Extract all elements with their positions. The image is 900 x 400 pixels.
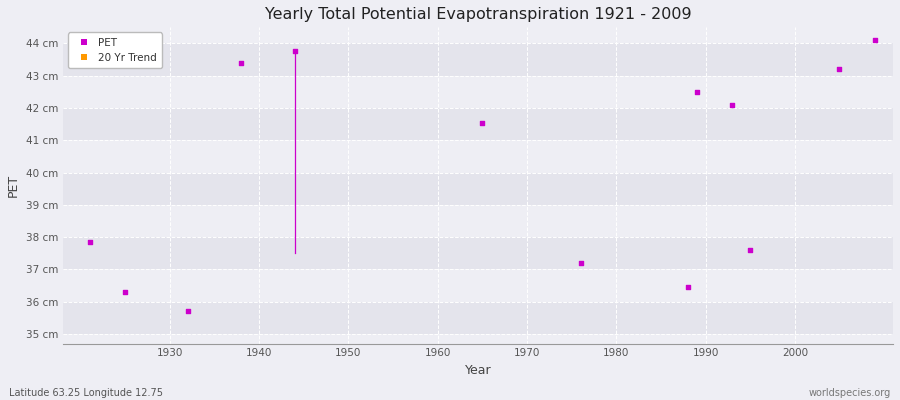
Legend: PET, 20 Yr Trend: PET, 20 Yr Trend bbox=[68, 32, 162, 68]
Text: worldspecies.org: worldspecies.org bbox=[809, 388, 891, 398]
Y-axis label: PET: PET bbox=[7, 174, 20, 197]
Point bbox=[475, 119, 490, 126]
Point bbox=[743, 247, 758, 253]
Bar bbox=[63, 269, 893, 302]
Point bbox=[181, 308, 195, 314]
Bar bbox=[63, 44, 893, 76]
Point bbox=[234, 60, 248, 66]
Bar bbox=[63, 108, 893, 140]
Bar bbox=[63, 205, 893, 237]
Bar bbox=[63, 76, 893, 108]
Point bbox=[868, 37, 882, 43]
Point bbox=[680, 284, 695, 290]
Point bbox=[832, 66, 847, 72]
Text: Latitude 63.25 Longitude 12.75: Latitude 63.25 Longitude 12.75 bbox=[9, 388, 163, 398]
Point bbox=[118, 289, 132, 295]
Point bbox=[725, 102, 740, 108]
Point bbox=[82, 239, 96, 245]
Bar bbox=[63, 172, 893, 205]
Bar bbox=[63, 237, 893, 269]
X-axis label: Year: Year bbox=[464, 364, 491, 377]
Bar bbox=[63, 140, 893, 172]
Title: Yearly Total Potential Evapotranspiration 1921 - 2009: Yearly Total Potential Evapotranspiratio… bbox=[265, 7, 691, 22]
Point bbox=[288, 48, 302, 55]
Bar bbox=[63, 302, 893, 334]
Point bbox=[689, 89, 704, 95]
Point bbox=[573, 260, 588, 266]
